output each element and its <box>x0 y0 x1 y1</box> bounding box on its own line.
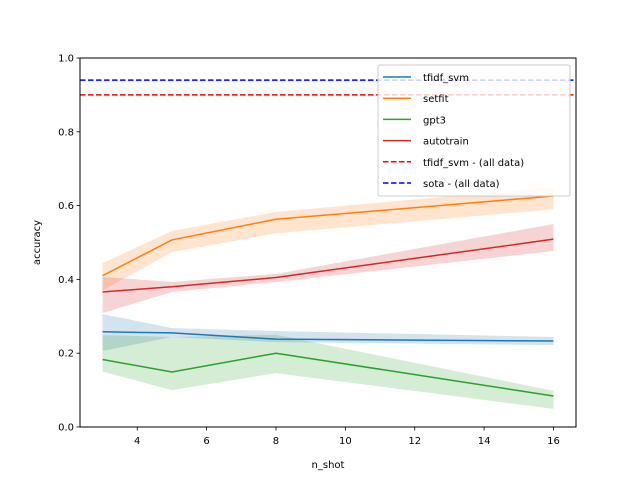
y-tick-label: 0.8 <box>58 127 74 138</box>
x-tick-label: 10 <box>339 436 352 447</box>
line-autotrain <box>102 238 554 293</box>
y-tick-label: 1.0 <box>58 54 74 65</box>
x-tick-label: 12 <box>408 436 421 447</box>
y-tick-label: 0.0 <box>58 423 74 434</box>
x-axis-ticks: 4 6 8 10 12 14 16 <box>134 427 560 447</box>
y-tick-label: 0.6 <box>58 201 74 212</box>
band-autotrain <box>102 224 554 313</box>
confidence-bands <box>102 187 554 409</box>
x-tick-label: 8 <box>273 436 279 447</box>
y-tick-label: 0.2 <box>58 349 74 360</box>
y-axis-label: accuracy <box>32 220 43 265</box>
line-setfit <box>102 195 554 277</box>
legend-label: gpt3 <box>423 115 446 126</box>
x-axis-label: n_shot <box>312 460 345 471</box>
line-tfidf-svm <box>102 331 554 342</box>
legend-item-tfidf-svm: tfidf_svm <box>383 73 469 84</box>
legend-label: setfit <box>423 94 449 105</box>
band-tfidf-svm <box>102 314 554 351</box>
legend-item-sota-all-data: sota - (all data) <box>383 179 500 190</box>
legend-item-setfit: setfit <box>383 94 449 105</box>
legend-item-gpt3: gpt3 <box>383 115 446 126</box>
x-tick-label: 16 <box>547 436 560 447</box>
y-tick-label: 0.4 <box>58 275 74 286</box>
legend-item-tfidf-svm-all-data: tfidf_svm - (all data) <box>383 158 524 169</box>
legend-box <box>377 64 571 197</box>
band-setfit <box>102 187 554 291</box>
axes-frame <box>79 57 577 428</box>
legend-label: tfidf_svm <box>423 73 469 84</box>
legend-item-autotrain: autotrain <box>383 137 469 148</box>
x-tick-label: 14 <box>478 436 491 447</box>
series-lines <box>102 195 554 397</box>
x-tick-label: 6 <box>203 436 209 447</box>
y-axis-ticks: 0.0 0.2 0.4 0.6 0.8 1.0 <box>58 54 80 434</box>
legend-label: autotrain <box>423 137 469 148</box>
legend-label: sota - (all data) <box>423 179 500 190</box>
line-gpt3 <box>102 352 554 397</box>
legend-label: tfidf_svm - (all data) <box>423 158 524 169</box>
x-tick-label: 4 <box>134 436 140 447</box>
band-gpt3 <box>102 334 554 409</box>
